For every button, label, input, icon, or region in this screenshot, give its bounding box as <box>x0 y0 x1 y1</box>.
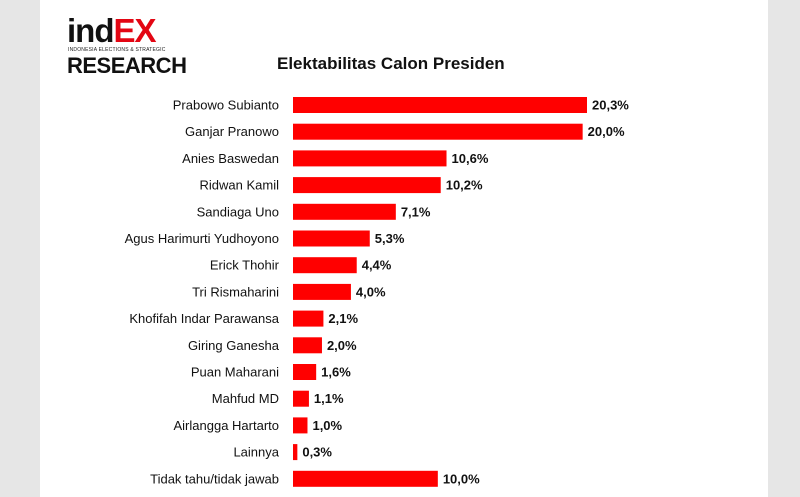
bar <box>293 230 370 247</box>
category-label: Tidak tahu/tidak jawab <box>150 471 279 486</box>
data-label: 20,0% <box>588 124 625 139</box>
category-label: Lainnya <box>233 445 279 460</box>
logo-ind-text: ind <box>67 12 114 49</box>
chart-card: indEX INDONESIA ELECTIONS & STRATEGIC RE… <box>40 0 768 497</box>
bar <box>293 257 357 274</box>
left-background <box>0 0 40 497</box>
bar <box>293 123 583 140</box>
category-label: Sandiaga Uno <box>197 204 279 219</box>
bar <box>293 283 351 300</box>
bar-chart: Prabowo Subianto 20,3% Ganjar Pranowo 20,0%… <box>125 97 629 487</box>
logo-research-text: RESEARCH <box>67 53 187 78</box>
data-label: 1,0% <box>312 418 342 433</box>
data-label: 20,3% <box>592 98 629 113</box>
category-label: Giring Ganesha <box>188 338 280 353</box>
data-label: 5,3% <box>375 231 405 246</box>
data-label: 4,4% <box>362 258 392 273</box>
data-label: 0,3% <box>302 445 332 460</box>
data-label: 10,6% <box>452 151 489 166</box>
bar <box>293 310 324 327</box>
bar <box>293 150 447 167</box>
bar <box>293 203 396 220</box>
bar <box>293 337 322 354</box>
category-label: Tri Rismaharini <box>192 284 279 299</box>
data-label: 1,6% <box>321 365 351 380</box>
data-label: 7,1% <box>401 204 431 219</box>
category-label: Prabowo Subianto <box>173 98 279 113</box>
bar <box>293 470 438 487</box>
logo-subtitle: INDONESIA ELECTIONS & STRATEGIC <box>68 47 166 53</box>
data-label: 2,0% <box>327 338 357 353</box>
category-label: Ganjar Pranowo <box>185 124 279 139</box>
category-label: Khofifah Indar Parawansa <box>129 311 279 326</box>
bar <box>293 364 317 380</box>
category-label: Erick Thohir <box>210 258 280 273</box>
chart-title: Elektabilitas Calon Presiden <box>277 54 505 73</box>
category-label: Airlangga Hartarto <box>174 418 280 433</box>
category-label: Mahfud MD <box>212 391 279 406</box>
data-label: 10,2% <box>446 178 483 193</box>
bar <box>293 417 308 434</box>
bar <box>293 97 587 113</box>
data-label: 1,1% <box>314 391 344 406</box>
data-label: 2,1% <box>328 311 358 326</box>
category-label: Ridwan Kamil <box>200 178 280 193</box>
bar <box>293 177 441 194</box>
right-background <box>768 0 800 497</box>
data-label: 10,0% <box>443 471 480 486</box>
category-label: Agus Harimurti Yudhoyono <box>125 231 279 246</box>
bar <box>293 444 298 461</box>
logo-wordmark: indEX <box>67 12 157 49</box>
bar <box>293 390 309 407</box>
logo-ex-text: EX <box>113 12 156 49</box>
category-label: Puan Maharani <box>191 365 279 380</box>
data-label: 4,0% <box>356 284 386 299</box>
category-label: Anies Baswedan <box>182 151 279 166</box>
index-research-logo: indEX INDONESIA ELECTIONS & STRATEGIC RE… <box>67 12 187 78</box>
